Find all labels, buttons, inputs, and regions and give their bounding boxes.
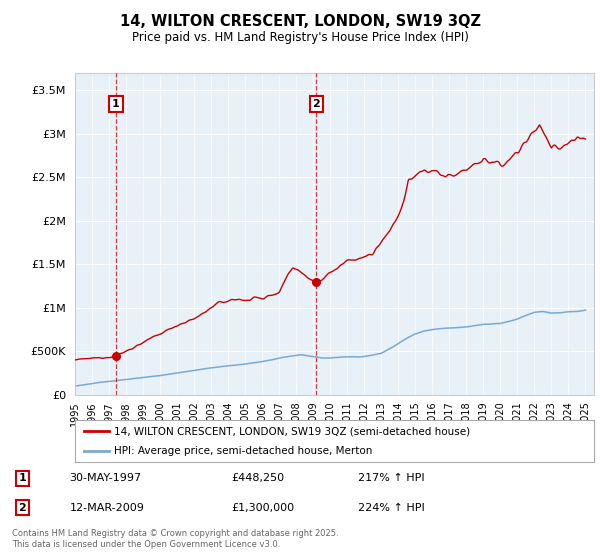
Text: Contains HM Land Registry data © Crown copyright and database right 2025.
This d: Contains HM Land Registry data © Crown c… (12, 529, 338, 549)
Text: 14, WILTON CRESCENT, LONDON, SW19 3QZ: 14, WILTON CRESCENT, LONDON, SW19 3QZ (119, 14, 481, 29)
Text: 2: 2 (19, 503, 26, 513)
Text: £448,250: £448,250 (231, 473, 284, 483)
Text: 14, WILTON CRESCENT, LONDON, SW19 3QZ (semi-detached house): 14, WILTON CRESCENT, LONDON, SW19 3QZ (s… (114, 426, 470, 436)
Text: £1,300,000: £1,300,000 (231, 503, 294, 513)
Text: 1: 1 (112, 99, 120, 109)
Text: 2: 2 (313, 99, 320, 109)
Text: 1: 1 (19, 473, 26, 483)
Text: Price paid vs. HM Land Registry's House Price Index (HPI): Price paid vs. HM Land Registry's House … (131, 31, 469, 44)
Text: 224% ↑ HPI: 224% ↑ HPI (358, 503, 424, 513)
Text: HPI: Average price, semi-detached house, Merton: HPI: Average price, semi-detached house,… (114, 446, 372, 456)
Text: 30-MAY-1997: 30-MAY-1997 (70, 473, 142, 483)
Text: 12-MAR-2009: 12-MAR-2009 (70, 503, 145, 513)
Text: 217% ↑ HPI: 217% ↑ HPI (358, 473, 424, 483)
